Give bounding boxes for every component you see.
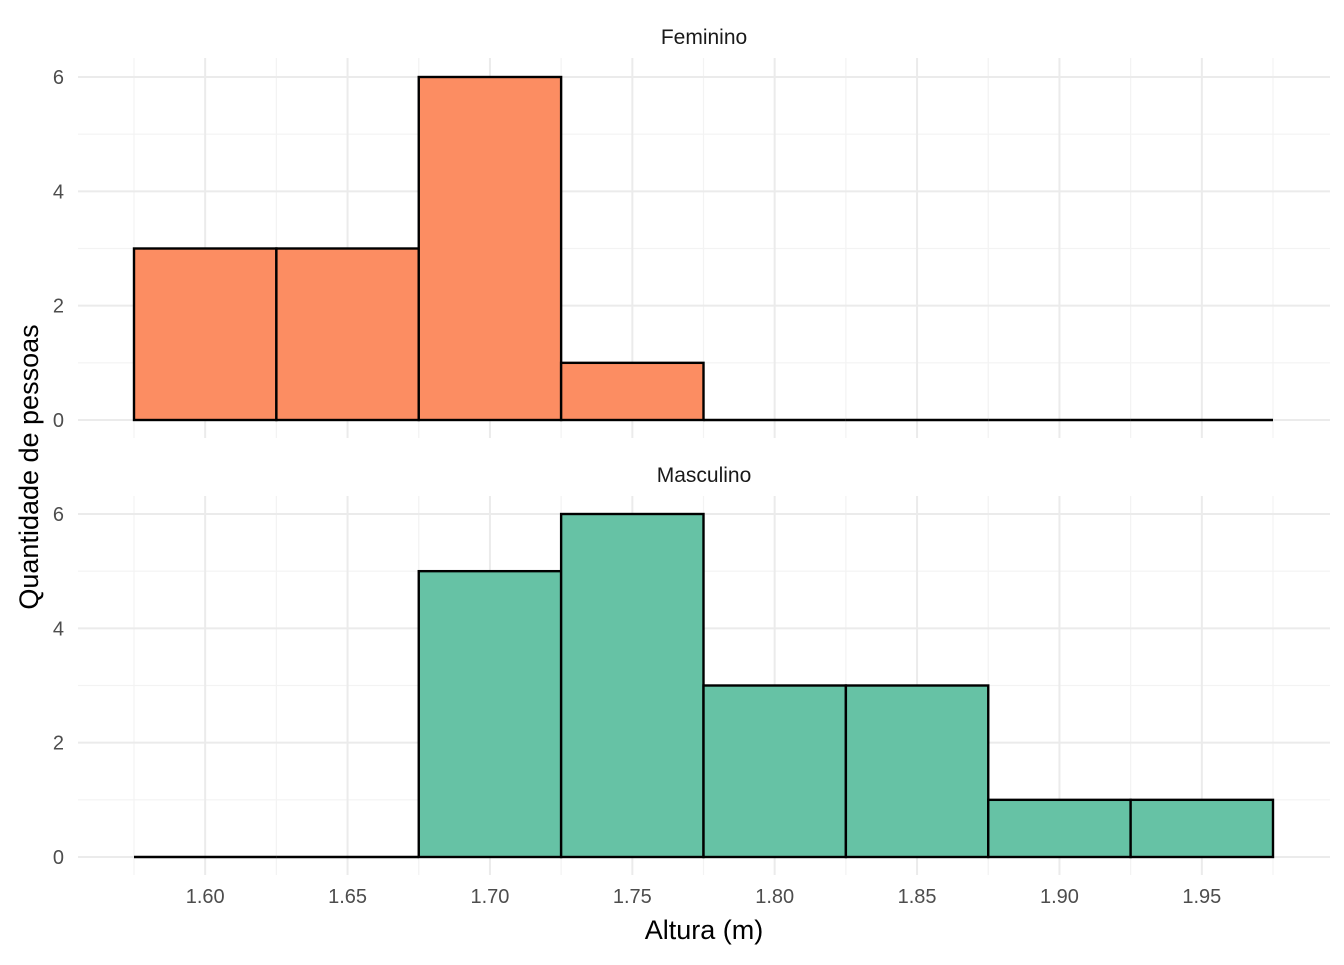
x-axis-title: Altura (m): [645, 915, 764, 945]
y-tick-label: 0: [53, 847, 64, 869]
histogram-bar: [1129, 798, 1275, 859]
x-tick-label: 1.65: [328, 886, 367, 908]
x-tick-label: 1.90: [1040, 886, 1079, 908]
histogram-bar: [987, 798, 1132, 859]
y-axis-title: Quantidade de pessoas: [14, 324, 44, 609]
y-tick-label: 4: [53, 618, 64, 640]
histogram-bar: [559, 361, 705, 422]
histogram-bar: [417, 75, 563, 422]
x-tick-label: 1.60: [186, 886, 225, 908]
y-tick-label: 2: [53, 296, 64, 318]
histogram-bar: [844, 684, 990, 859]
x-tick-label: 1.80: [755, 886, 794, 908]
y-tick-label: 2: [53, 733, 64, 755]
y-tick-label: 0: [53, 410, 64, 432]
x-tick-label: 1.75: [613, 886, 652, 908]
x-tick-label: 1.85: [898, 886, 937, 908]
histogram-bar: [559, 512, 705, 859]
panel-title: Masculino: [657, 464, 752, 487]
histogram-bar: [132, 247, 278, 422]
histogram-bar: [417, 569, 563, 859]
histogram-bar: [702, 684, 848, 859]
histogram-bar: [275, 247, 420, 422]
x-tick-label: 1.95: [1182, 886, 1221, 908]
panel-title: Feminino: [661, 26, 747, 49]
y-tick-label: 6: [53, 67, 64, 89]
y-tick-label: 6: [53, 504, 64, 526]
x-tick-label: 1.70: [470, 886, 509, 908]
y-tick-label: 4: [53, 181, 64, 203]
